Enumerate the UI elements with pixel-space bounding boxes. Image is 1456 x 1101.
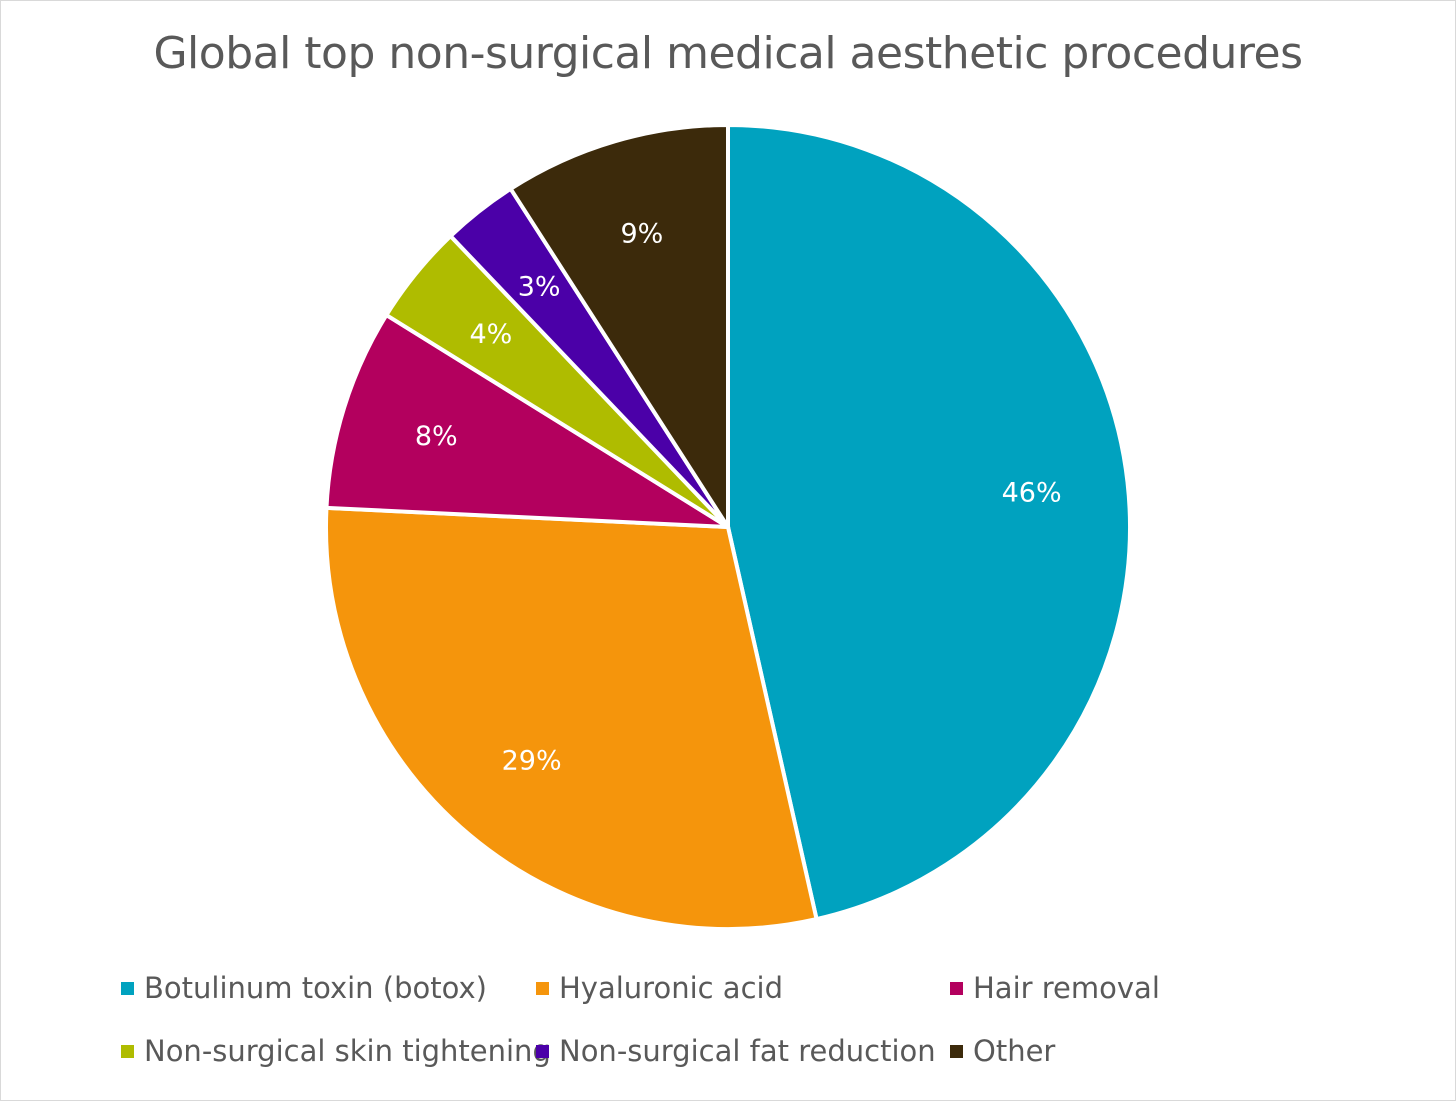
- legend-item-other: Other: [950, 1031, 1055, 1071]
- legend-item-botox: Botulinum toxin (botox): [121, 968, 487, 1008]
- pie-slice-hair-removal: [324, 313, 730, 529]
- legend-label-hair-removal: Hair removal: [973, 971, 1160, 1005]
- legend-label-skin-tightening: Non-surgical skin tightening: [144, 1034, 551, 1068]
- legend-swatch-hair-removal: [950, 981, 963, 995]
- pie-slice-botox: [726, 123, 1132, 922]
- legend-label-other: Other: [973, 1034, 1056, 1068]
- chart-title: Global top non-surgical medical aestheti…: [153, 28, 1303, 79]
- legend-item-skin-tightening: Non-surgical skin tightening: [121, 1031, 551, 1071]
- legend-swatch-other: [950, 1044, 963, 1058]
- data-label-botox: 46%: [1002, 478, 1062, 509]
- legend-item-fat-reduction: Non-surgical fat reduction: [536, 1031, 936, 1071]
- data-label-other: 9%: [621, 218, 664, 249]
- legend-swatch-botox: [121, 981, 134, 995]
- legend-item-hyaluronic-acid: Hyaluronic acid: [536, 968, 783, 1008]
- legend-swatch-hyaluronic-acid: [536, 981, 549, 995]
- legend-label-hyaluronic-acid: Hyaluronic acid: [559, 971, 783, 1005]
- data-label-skin-tightening: 4%: [469, 319, 512, 350]
- pie-slice-other: [508, 123, 730, 529]
- legend-label-botox: Botulinum toxin (botox): [144, 971, 487, 1005]
- data-label-fat-reduction: 3%: [518, 271, 561, 302]
- data-label-hair-removal: 8%: [415, 421, 458, 452]
- legend-item-hair-removal: Hair removal: [950, 968, 1160, 1008]
- legend-swatch-fat-reduction: [536, 1044, 549, 1058]
- legend-swatch-skin-tightening: [121, 1044, 134, 1058]
- data-label-hyaluronic-acid: 29%: [502, 746, 562, 777]
- legend-label-fat-reduction: Non-surgical fat reduction: [559, 1034, 936, 1068]
- pie-slice-hyaluronic-acid: [324, 505, 819, 931]
